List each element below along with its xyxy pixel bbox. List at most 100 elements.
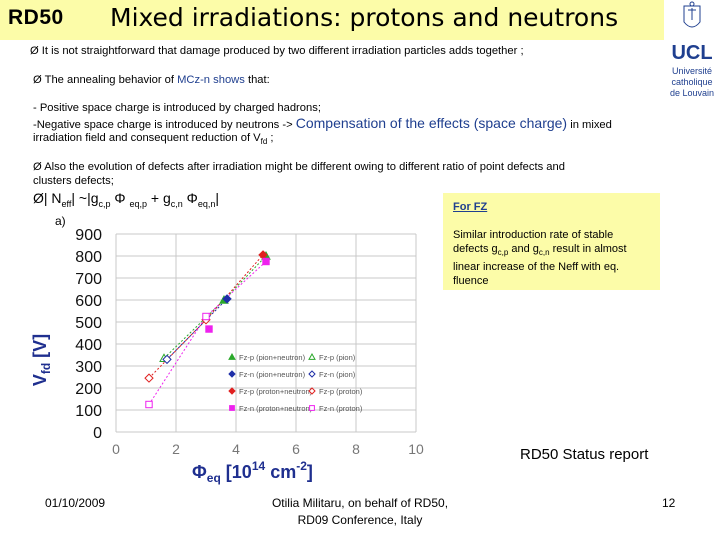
- note-line-2c: result in almost: [549, 243, 627, 255]
- note-sub-1: c,p: [497, 248, 509, 258]
- bullet-3: - Positive space charge is introduced by…: [33, 102, 321, 114]
- y-tick-label: 800: [75, 249, 102, 266]
- x-label-end: ]: [307, 462, 313, 482]
- data-point: [262, 257, 270, 266]
- bullet-5-text: irradiation field and consequent reducti…: [33, 132, 261, 144]
- data-point: [308, 370, 316, 378]
- data-point: [145, 400, 153, 409]
- data-point: [309, 405, 315, 411]
- x-tick-label: 2: [172, 441, 180, 457]
- formula-lead: Ø| N: [33, 190, 62, 206]
- formula-eqp: eq,p: [129, 198, 147, 209]
- formula-mid: | ~|g: [71, 190, 99, 206]
- legend-entry: Fz-n (proton+neutron): [239, 404, 313, 413]
- y-label-unit: [V]: [30, 334, 50, 363]
- x-label-unit: cm: [265, 462, 296, 482]
- data-point: [228, 370, 236, 378]
- legend-entry: Fz-n (pion): [319, 370, 356, 379]
- bullet-6: Ø Also the evolution of defects after ir…: [33, 161, 565, 173]
- ucl-line-3: de Louvain: [669, 88, 715, 98]
- bullet-7: clusters defects;: [33, 175, 114, 187]
- ucl-line-1: Université: [671, 66, 712, 76]
- data-point: [228, 387, 236, 395]
- footer-author: Otilia Militaru, on behalf of RD50, RD09…: [255, 496, 465, 527]
- note-line-4: fluence: [453, 275, 489, 288]
- panel-label: a): [55, 214, 66, 228]
- fit-line: [148, 261, 267, 405]
- legend-entry: Fz-p (proton+neutron): [239, 387, 313, 396]
- data-point: [205, 325, 213, 333]
- note-line-2b: and g: [508, 243, 539, 255]
- y-tick-label: 0: [93, 425, 102, 442]
- slide-title: Mixed irradiations: protons and neutrons: [110, 3, 619, 32]
- bullet-2-highlight: MCz-n shows: [177, 74, 245, 86]
- x-tick-label: 10: [408, 441, 424, 457]
- data-points: [144, 250, 271, 409]
- fz-note-box: For FZ Similar introduction rate of stab…: [443, 193, 660, 290]
- bullet-4-end: in mixed: [567, 119, 612, 131]
- fz-note-title: For FZ: [453, 201, 488, 213]
- data-point: [144, 373, 154, 383]
- legend-entry: Fz-n (proton): [319, 404, 363, 413]
- x-axis-label: Φeq [1014 cm-2]: [192, 459, 313, 485]
- note-line-2: defects gc,p and gc,n result in almost: [453, 242, 658, 260]
- legend-entry: Fz-p (pion+neutron): [239, 353, 306, 362]
- formula-eff: eff: [61, 198, 72, 209]
- legend-entry: Fz-p (proton): [319, 387, 363, 396]
- crest-icon: [683, 1, 701, 28]
- formula-cn: c,n: [170, 198, 183, 209]
- y-tick-label: 400: [75, 337, 102, 354]
- bullet-2-end: that:: [244, 74, 270, 86]
- x-tick-label: 0: [112, 441, 120, 457]
- bullet-5-sub: fd: [260, 137, 268, 147]
- fit-line: [163, 255, 267, 359]
- x-label-sup: 14: [252, 459, 266, 473]
- neff-formula: Ø| Neff| ~|gc,p Φ eq,p + gc,n Φeq,n|: [33, 190, 219, 209]
- x-tick-label: 6: [292, 441, 300, 457]
- ucl-logo: UCL Université catholique de Louvain: [664, 0, 720, 112]
- tick-labels: 0 100 200 300 400 500 600 700 800 900 0 2 4 6 8 10: [75, 227, 424, 457]
- footer-date: 01/10/2009: [45, 496, 106, 510]
- note-line-2a: defects g: [453, 243, 498, 255]
- legend-entry: Fz-p (pion): [319, 353, 356, 362]
- y-axis-label: Vfd [V]: [30, 334, 53, 386]
- bullet-4-text: -Negative space charge is introduced by …: [33, 119, 296, 131]
- bullet-5-end: ;: [267, 132, 274, 144]
- formula-eqn: eq,n: [197, 198, 216, 209]
- ucl-line-2: catholique: [671, 77, 713, 87]
- x-label-sub: eq: [207, 471, 221, 485]
- rd50-logo-text: RD50: [8, 6, 64, 29]
- page-number: 12: [662, 496, 676, 510]
- chart-legend: Fz-p (pion+neutron) Fz-n (pion+neutron) Fz…: [228, 352, 363, 413]
- formula-phi1: Φ: [110, 190, 130, 206]
- note-sub-2: c,n: [538, 248, 550, 258]
- bullet-2: Ø The annealing behavior of MCz-n shows …: [33, 73, 270, 87]
- bullet-1: Ø It is not straightforward that damage …: [30, 45, 524, 57]
- x-label-phi: Φ: [192, 462, 207, 482]
- legend-entry: Fz-n (pion+neutron): [239, 370, 306, 379]
- y-tick-label: 200: [75, 381, 102, 398]
- footer-author-line-2: RD09 Conference, Italy: [297, 513, 423, 527]
- y-tick-label: 700: [75, 271, 102, 288]
- data-point: [162, 354, 172, 365]
- y-tick-label: 100: [75, 403, 102, 420]
- ucl-wordmark: UCL: [671, 42, 713, 64]
- chart-grid: [115, 233, 417, 433]
- y-tick-label: 300: [75, 359, 102, 376]
- bullet-5: irradiation field and consequent reducti…: [33, 131, 274, 149]
- data-point: [308, 352, 316, 360]
- y-label-sub: fd: [39, 363, 53, 374]
- status-report: RD50 Status report: [520, 446, 649, 463]
- data-point: [229, 405, 235, 411]
- fz-note-body: Similar introduction rate of stable defe…: [453, 228, 658, 288]
- formula-plus: + g: [147, 190, 171, 206]
- x-tick-label: 4: [232, 441, 240, 457]
- note-line-3: linear increase of the Neff with eq.: [453, 261, 620, 274]
- bullet-2-text: Ø The annealing behavior of: [33, 74, 178, 86]
- x-tick-label: 8: [352, 441, 360, 457]
- data-point: [202, 312, 210, 321]
- x-label-rest: [10: [221, 462, 252, 482]
- note-line-1: Similar introduction rate of stable: [453, 229, 614, 241]
- formula-phi2: Φ: [182, 190, 198, 206]
- data-point: [228, 352, 236, 360]
